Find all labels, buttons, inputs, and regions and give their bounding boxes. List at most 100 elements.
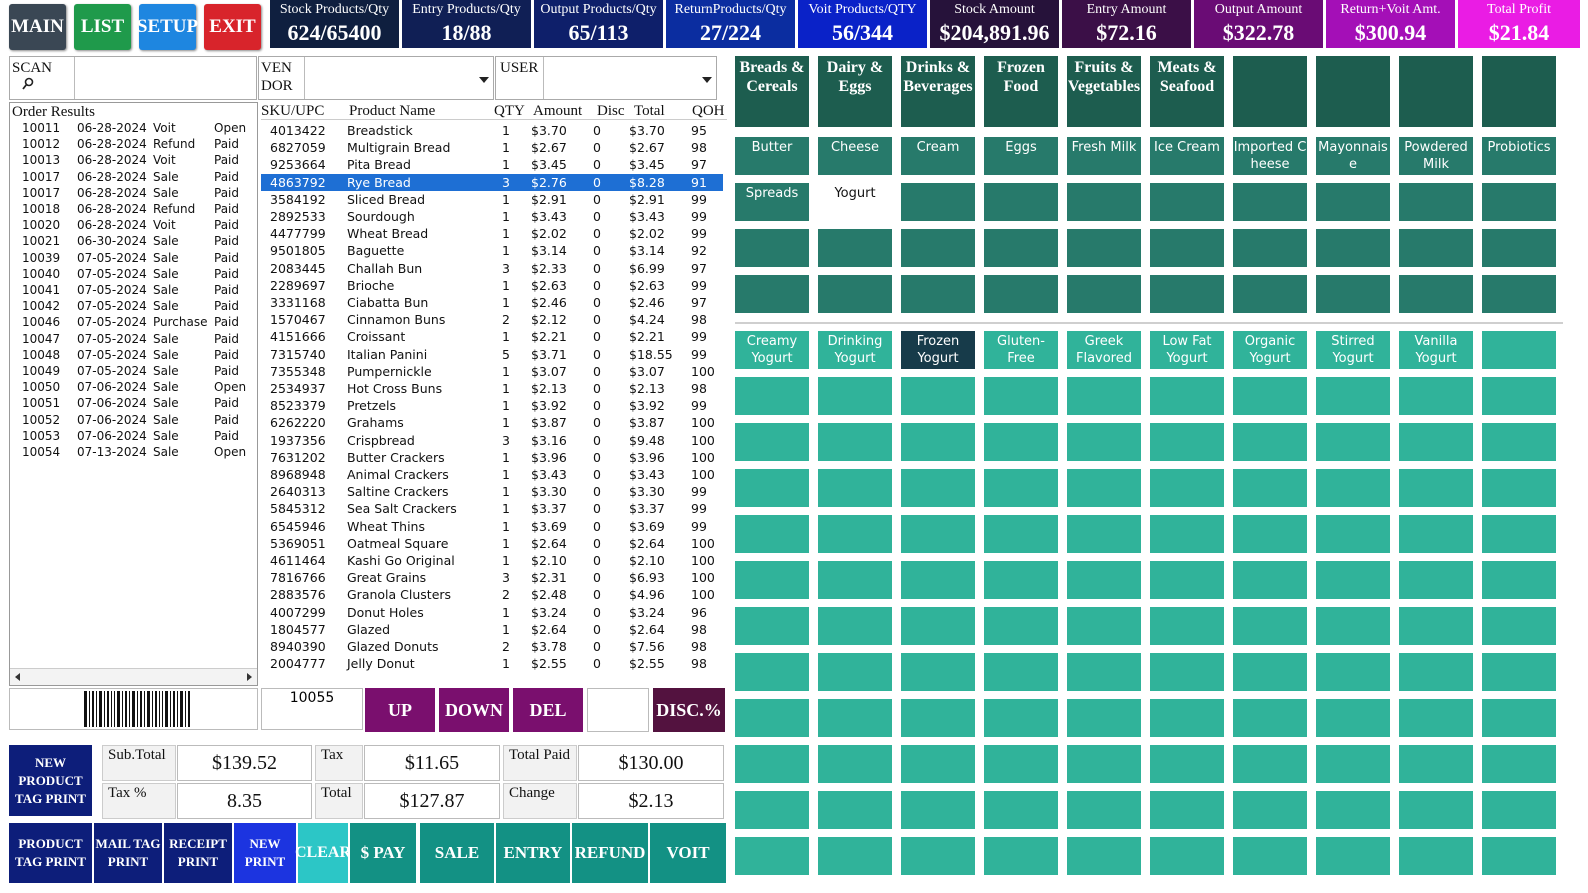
product-tile[interactable] [1067, 837, 1141, 875]
product-tile[interactable] [735, 515, 809, 553]
subcategory-tile[interactable] [735, 229, 809, 267]
new-print-button[interactable]: NEW PRINT [234, 823, 296, 883]
product-tile[interactable] [735, 653, 809, 691]
table-row[interactable]: 6827059 Multigrain Bread 1 $2.67 0 $2.67 98 [261, 139, 723, 156]
scroll-right-icon[interactable] [247, 673, 252, 681]
product-tile[interactable] [1067, 377, 1141, 415]
product-tile[interactable] [818, 837, 892, 875]
subcategory-tile[interactable] [1399, 275, 1473, 313]
subcategory-tile[interactable]: Yogurt [818, 183, 892, 221]
list-item[interactable]: 10021 06-30-2024 Sale Paid [10, 233, 256, 249]
product-tile[interactable] [984, 515, 1058, 553]
clear-button[interactable]: CLEAR [295, 823, 351, 883]
subcategory-tile[interactable] [1399, 183, 1473, 221]
table-row[interactable]: 9501805 Baguette 1 $3.14 0 $3.14 92 [261, 242, 723, 259]
product-tile[interactable] [1233, 469, 1307, 507]
product-tile[interactable] [1067, 423, 1141, 461]
table-row[interactable]: 4151666 Croissant 1 $2.21 0 $2.21 99 [261, 328, 723, 345]
product-tile[interactable] [1399, 469, 1473, 507]
table-row[interactable]: 1570467 Cinnamon Buns 2 $2.12 0 $4.24 98 [261, 311, 723, 328]
table-row[interactable]: 8940390 Glazed Donuts 2 $3.78 0 $7.56 98 [261, 638, 723, 655]
product-tile[interactable] [1233, 377, 1307, 415]
product-tile[interactable] [818, 561, 892, 599]
category-tile[interactable] [1399, 56, 1473, 127]
table-row[interactable]: 5369051 Oatmeal Square 1 $2.64 0 $2.64 100 [261, 535, 723, 552]
product-tile[interactable] [1482, 837, 1556, 875]
subcategory-tile[interactable] [1067, 183, 1141, 221]
entry-button[interactable]: ENTRY [496, 823, 570, 883]
product-tile[interactable] [901, 515, 975, 553]
product-tile[interactable] [1150, 469, 1224, 507]
product-tile[interactable] [1482, 607, 1556, 645]
table-row[interactable]: 8523379 Pretzels 1 $3.92 0 $3.92 99 [261, 397, 723, 414]
product-tile[interactable]: Stirred Yogurt [1316, 331, 1390, 369]
list-item[interactable]: 10052 07-06-2024 Sale Paid [10, 412, 256, 428]
product-tile[interactable] [1399, 653, 1473, 691]
product-tile[interactable]: Low Fat Yogurt [1150, 331, 1224, 369]
product-tile[interactable] [1399, 837, 1473, 875]
product-tile[interactable] [1399, 377, 1473, 415]
product-tag-print-button[interactable]: PRODUCT TAG PRINT [9, 823, 92, 883]
product-tile[interactable] [1482, 331, 1556, 369]
table-row[interactable]: 6262220 Grahams 1 $3.87 0 $3.87 100 [261, 414, 723, 431]
product-tile[interactable] [1233, 699, 1307, 737]
table-row[interactable]: 5845312 Sea Salt Crackers 1 $3.37 0 $3.37 99 [261, 500, 723, 517]
table-row[interactable]: 3331168 Ciabatta Bun 1 $2.46 0 $2.46 97 [261, 294, 723, 311]
order-list[interactable]: 10011 06-28-2024 Voit Open 10012 06-28-2024 Re… [10, 120, 257, 665]
subcategory-tile[interactable] [1150, 275, 1224, 313]
table-row[interactable]: 1937356 Crispbread 3 $3.16 0 $9.48 100 [261, 432, 723, 449]
category-tile[interactable]: Dairy & Eggs [818, 56, 892, 127]
subcategory-tile[interactable] [984, 183, 1058, 221]
up-button[interactable]: UP [365, 688, 435, 732]
product-tile[interactable] [1399, 607, 1473, 645]
list-item[interactable]: 10049 07-05-2024 Sale Paid [10, 363, 256, 379]
product-tile[interactable] [735, 607, 809, 645]
product-tile[interactable] [1067, 607, 1141, 645]
subcategory-tile[interactable]: Butter [735, 137, 809, 175]
subcategory-tile[interactable] [901, 229, 975, 267]
product-tile[interactable] [818, 745, 892, 783]
table-row[interactable]: 9253664 Pita Bread 1 $3.45 0 $3.45 97 [261, 156, 723, 173]
product-tile[interactable] [1233, 837, 1307, 875]
table-row[interactable]: 4477799 Wheat Bread 1 $2.02 0 $2.02 99 [261, 225, 723, 242]
list-item[interactable]: 10046 07-05-2024 Purchase Paid [10, 314, 256, 330]
product-tile[interactable] [1233, 745, 1307, 783]
subcategory-tile[interactable] [1150, 183, 1224, 221]
subcategory-tile[interactable] [1233, 275, 1307, 313]
product-tile[interactable] [735, 561, 809, 599]
list-item[interactable]: 10041 07-05-2024 Sale Paid [10, 282, 256, 298]
subcategory-tile[interactable] [818, 229, 892, 267]
product-tile[interactable] [1316, 791, 1390, 829]
product-tile[interactable] [1316, 653, 1390, 691]
product-tile[interactable] [901, 423, 975, 461]
user-select[interactable] [543, 57, 716, 99]
table-row[interactable]: 2083445 Challah Bun 3 $2.33 0 $6.99 97 [261, 260, 723, 277]
table-row[interactable]: 6545946 Wheat Thins 1 $3.69 0 $3.69 99 [261, 518, 723, 535]
scroll-left-icon[interactable] [15, 673, 20, 681]
discount-input[interactable] [587, 688, 649, 732]
product-tile[interactable] [901, 561, 975, 599]
product-tile[interactable] [1316, 561, 1390, 599]
table-row[interactable]: 8968948 Animal Crackers 1 $3.43 0 $3.43 100 [261, 466, 723, 483]
list-item[interactable]: 10048 07-05-2024 Sale Paid [10, 347, 256, 363]
subcategory-tile[interactable] [1150, 229, 1224, 267]
horizontal-scrollbar[interactable] [10, 668, 257, 685]
subcategory-tile[interactable]: Mayonnaise [1316, 137, 1390, 175]
product-tile[interactable] [818, 653, 892, 691]
table-row[interactable]: 7816766 Great Grains 3 $2.31 0 $6.93 100 [261, 569, 723, 586]
subcategory-tile[interactable] [1399, 229, 1473, 267]
refund-button[interactable]: REFUND [572, 823, 648, 883]
subcategory-tile[interactable] [984, 275, 1058, 313]
product-tile[interactable] [1482, 745, 1556, 783]
product-tile[interactable] [901, 837, 975, 875]
product-tile[interactable] [1482, 469, 1556, 507]
mail-tag-print-button[interactable]: MAIL TAG PRINT [94, 823, 162, 883]
product-tile[interactable]: Greek Flavored [1067, 331, 1141, 369]
table-row[interactable]: 7631202 Butter Crackers 1 $3.96 0 $3.96 100 [261, 449, 723, 466]
product-tile[interactable] [901, 745, 975, 783]
product-tile[interactable] [1482, 699, 1556, 737]
product-tile[interactable] [1399, 561, 1473, 599]
subcategory-tile[interactable] [1316, 183, 1390, 221]
subcategory-tile[interactable] [1233, 229, 1307, 267]
product-tile[interactable] [1067, 653, 1141, 691]
